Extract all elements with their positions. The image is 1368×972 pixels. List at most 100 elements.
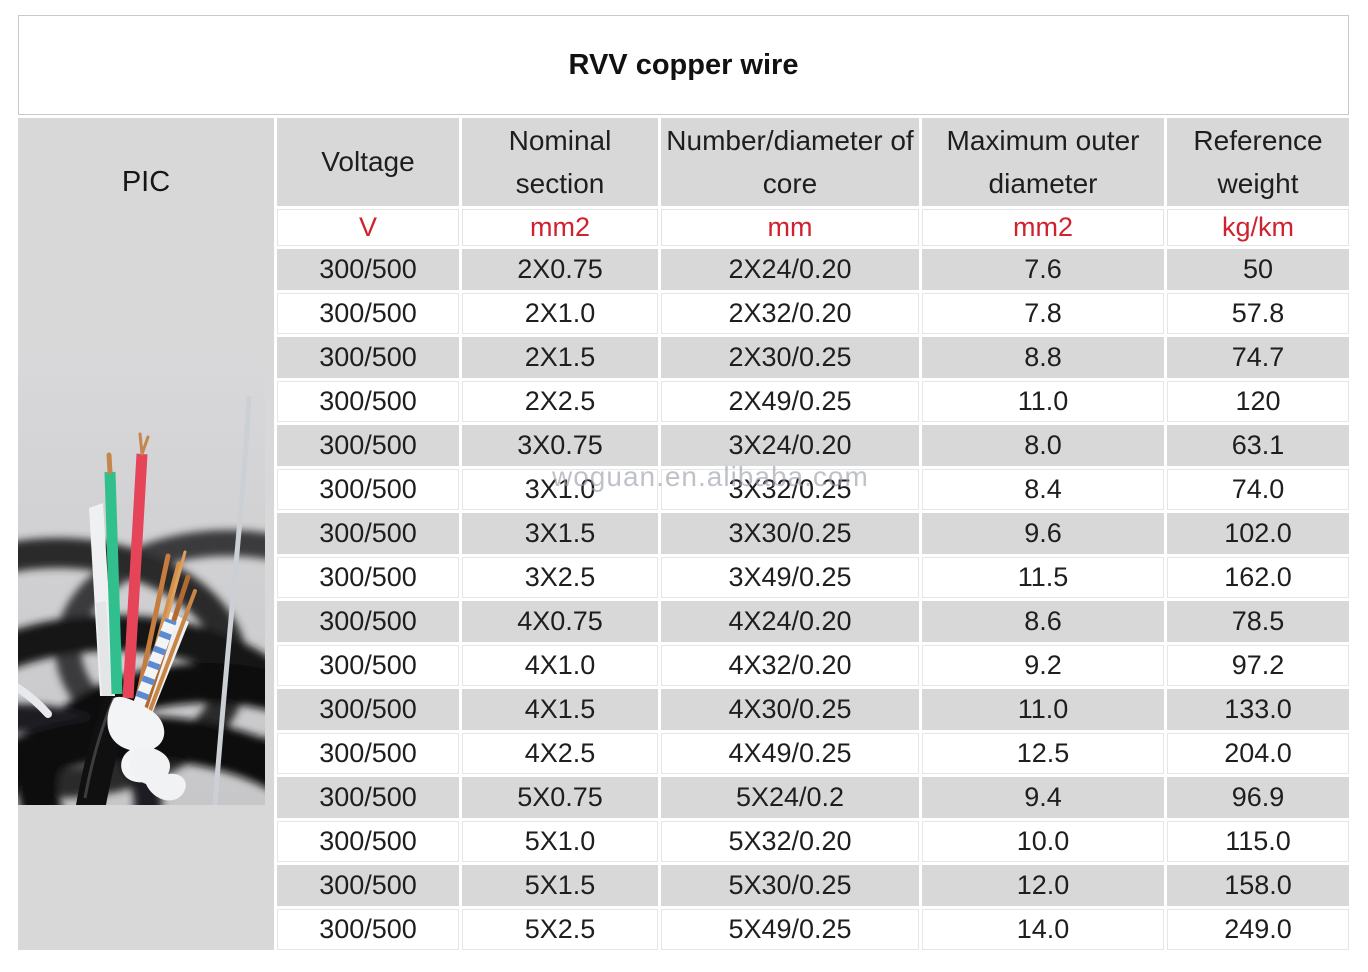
data-cell-outer-diameter: 8.4 <box>922 469 1164 510</box>
data-cell-outer-diameter: 11.0 <box>922 689 1164 730</box>
unit-cell-voltage: V <box>277 209 459 246</box>
data-cell-nominal-section: 4X1.5 <box>462 689 658 730</box>
column-header-core: Number/diameter of core <box>661 118 919 206</box>
data-cell-voltage: 300/500 <box>277 689 459 730</box>
data-cell-nominal-section: 4X1.0 <box>462 645 658 686</box>
data-cell-core: 5X30/0.25 <box>661 865 919 906</box>
data-cell-weight: 96.9 <box>1167 777 1349 818</box>
column-header-voltage: Voltage <box>277 118 459 206</box>
data-cell-outer-diameter: 9.4 <box>922 777 1164 818</box>
table-row: 300/500 4X2.5 4X49/0.25 12.5 204.0 <box>18 733 1349 774</box>
header-row: PIC <box>18 118 1349 950</box>
data-cell-outer-diameter: 8.6 <box>922 601 1164 642</box>
unit-cell-core: mm <box>661 209 919 246</box>
data-cell-nominal-section: 3X1.0 <box>462 469 658 510</box>
data-cell-outer-diameter: 10.0 <box>922 821 1164 862</box>
data-cell-nominal-section: 5X2.5 <box>462 909 658 950</box>
data-cell-nominal-section: 3X0.75 <box>462 425 658 466</box>
data-cell-nominal-section: 2X0.75 <box>462 249 658 290</box>
data-cell-voltage: 300/500 <box>277 557 459 598</box>
data-cell-weight: 133.0 <box>1167 689 1349 730</box>
table-row: 300/500 3X1.5 3X30/0.25 9.6 102.0 <box>18 513 1349 554</box>
data-cell-outer-diameter: 8.0 <box>922 425 1164 466</box>
data-cell-weight: 249.0 <box>1167 909 1349 950</box>
table-row: 300/500 4X1.0 4X32/0.20 9.2 97.2 <box>18 645 1349 686</box>
table-row: 300/500 4X1.5 4X30/0.25 11.0 133.0 <box>18 689 1349 730</box>
data-cell-core: 2X49/0.25 <box>661 381 919 422</box>
data-cell-weight: 63.1 <box>1167 425 1349 466</box>
data-cell-voltage: 300/500 <box>277 733 459 774</box>
table-row: 300/500 3X1.0 3X32/0.25 8.4 74.0 <box>18 469 1349 510</box>
data-cell-nominal-section: 5X1.0 <box>462 821 658 862</box>
data-cell-nominal-section: 2X1.5 <box>462 337 658 378</box>
table-row: 300/500 4X0.75 4X24/0.20 8.6 78.5 <box>18 601 1349 642</box>
data-cell-core: 3X30/0.25 <box>661 513 919 554</box>
unit-cell-outer-diameter: mm2 <box>922 209 1164 246</box>
table-row: 300/500 3X2.5 3X49/0.25 11.5 162.0 <box>18 557 1349 598</box>
table-row: 300/500 2X2.5 2X49/0.25 11.0 120 <box>18 381 1349 422</box>
data-cell-nominal-section: 5X0.75 <box>462 777 658 818</box>
data-cell-voltage: 300/500 <box>277 337 459 378</box>
table-row: 300/500 3X0.75 3X24/0.20 8.0 63.1 <box>18 425 1349 466</box>
data-cell-weight: 57.8 <box>1167 293 1349 334</box>
data-cell-outer-diameter: 9.6 <box>922 513 1164 554</box>
data-cell-core: 4X30/0.25 <box>661 689 919 730</box>
data-cell-weight: 74.7 <box>1167 337 1349 378</box>
data-cell-core: 4X24/0.20 <box>661 601 919 642</box>
data-cell-outer-diameter: 11.0 <box>922 381 1164 422</box>
data-cell-voltage: 300/500 <box>277 909 459 950</box>
data-cell-voltage: 300/500 <box>277 865 459 906</box>
data-cell-weight: 162.0 <box>1167 557 1349 598</box>
data-cell-core: 3X49/0.25 <box>661 557 919 598</box>
data-cell-nominal-section: 2X1.0 <box>462 293 658 334</box>
table-row: 300/500 2X1.0 2X32/0.20 7.8 57.8 <box>18 293 1349 334</box>
data-cell-outer-diameter: 11.5 <box>922 557 1164 598</box>
units-row: V mm2 mm mm2 kg/km <box>18 209 1349 246</box>
data-cell-nominal-section: 3X1.5 <box>462 513 658 554</box>
data-cell-voltage: 300/500 <box>277 381 459 422</box>
data-cell-core: 5X49/0.25 <box>661 909 919 950</box>
data-cell-core: 5X32/0.20 <box>661 821 919 862</box>
pic-label: PIC <box>121 166 171 198</box>
product-photo <box>18 358 265 805</box>
data-cell-voltage: 300/500 <box>277 469 459 510</box>
data-cell-voltage: 300/500 <box>277 293 459 334</box>
data-cell-outer-diameter: 7.8 <box>922 293 1164 334</box>
data-cell-outer-diameter: 9.2 <box>922 645 1164 686</box>
spec-table: RVV copper wire PIC <box>15 12 1352 953</box>
data-cell-core: 3X32/0.25 <box>661 469 919 510</box>
data-cell-weight: 50 <box>1167 249 1349 290</box>
table-row: 300/500 5X1.0 5X32/0.20 10.0 115.0 <box>18 821 1349 862</box>
data-cell-voltage: 300/500 <box>277 249 459 290</box>
data-cell-voltage: 300/500 <box>277 425 459 466</box>
data-cell-voltage: 300/500 <box>277 821 459 862</box>
data-cell-core: 2X30/0.25 <box>661 337 919 378</box>
pic-cell: PIC <box>18 118 274 950</box>
unit-cell-nominal-section: mm2 <box>462 209 658 246</box>
data-cell-nominal-section: 5X1.5 <box>462 865 658 906</box>
data-cell-outer-diameter: 12.5 <box>922 733 1164 774</box>
table-row: 300/500 2X0.75 2X24/0.20 7.6 50 <box>18 249 1349 290</box>
data-cell-nominal-section: 4X0.75 <box>462 601 658 642</box>
data-cell-core: 2X24/0.20 <box>661 249 919 290</box>
column-header-weight: Reference weight <box>1167 118 1349 206</box>
data-cell-weight: 78.5 <box>1167 601 1349 642</box>
cable-photo-illustration <box>18 358 265 805</box>
data-cell-weight: 74.0 <box>1167 469 1349 510</box>
data-cell-nominal-section: 4X2.5 <box>462 733 658 774</box>
data-cell-core: 4X49/0.25 <box>661 733 919 774</box>
data-cell-weight: 120 <box>1167 381 1349 422</box>
data-cell-core: 5X24/0.2 <box>661 777 919 818</box>
data-cell-outer-diameter: 7.6 <box>922 249 1164 290</box>
unit-cell-weight: kg/km <box>1167 209 1349 246</box>
data-cell-weight: 115.0 <box>1167 821 1349 862</box>
table-row: 300/500 5X2.5 5X49/0.25 14.0 249.0 <box>18 909 1349 950</box>
data-cell-core: 4X32/0.20 <box>661 645 919 686</box>
data-cell-nominal-section: 3X2.5 <box>462 557 658 598</box>
data-cell-voltage: 300/500 <box>277 601 459 642</box>
data-cell-outer-diameter: 12.0 <box>922 865 1164 906</box>
data-cell-voltage: 300/500 <box>277 645 459 686</box>
column-header-nominal-section: Nominal section <box>462 118 658 206</box>
data-cell-core: 2X32/0.20 <box>661 293 919 334</box>
